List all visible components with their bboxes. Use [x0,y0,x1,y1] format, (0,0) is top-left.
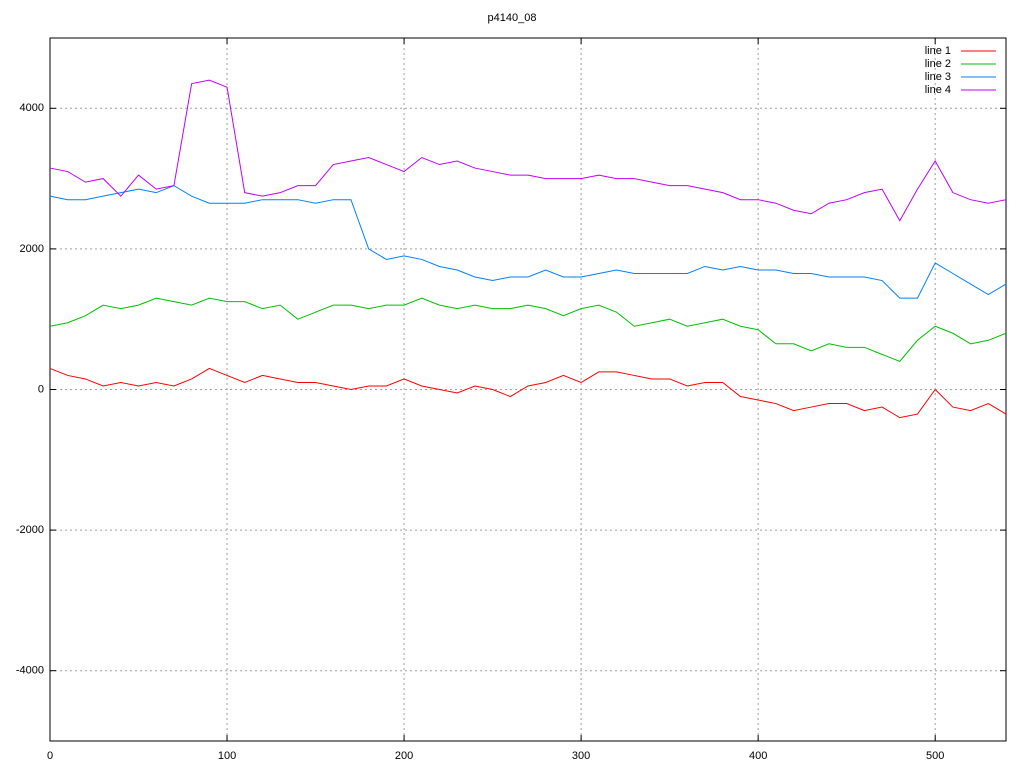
y-tick-label: 2000 [20,243,44,255]
x-tick-label: 100 [218,750,236,762]
chart-title: p4140_08 [488,12,537,24]
data-line [49,297,1007,362]
x-tick-label: 300 [572,750,590,762]
y-tick-label: 0 [38,383,44,395]
x-tick-label: 500 [926,750,944,762]
y-tick-label: 4000 [20,102,44,114]
legend-label: line 3 [925,71,951,83]
x-tick-label: 200 [395,750,413,762]
legend-label: line 1 [925,45,951,57]
y-tick-label: -2000 [16,524,44,536]
data-line [49,185,1007,299]
legend-label: line 4 [925,84,951,96]
data-line [49,79,1007,222]
data-line [49,367,1007,419]
y-tick-label: -4000 [16,665,44,677]
x-tick-label: 400 [749,750,767,762]
plot-frame [49,37,1007,742]
legend-label: line 2 [925,58,951,70]
x-tick-label: 0 [47,750,53,762]
